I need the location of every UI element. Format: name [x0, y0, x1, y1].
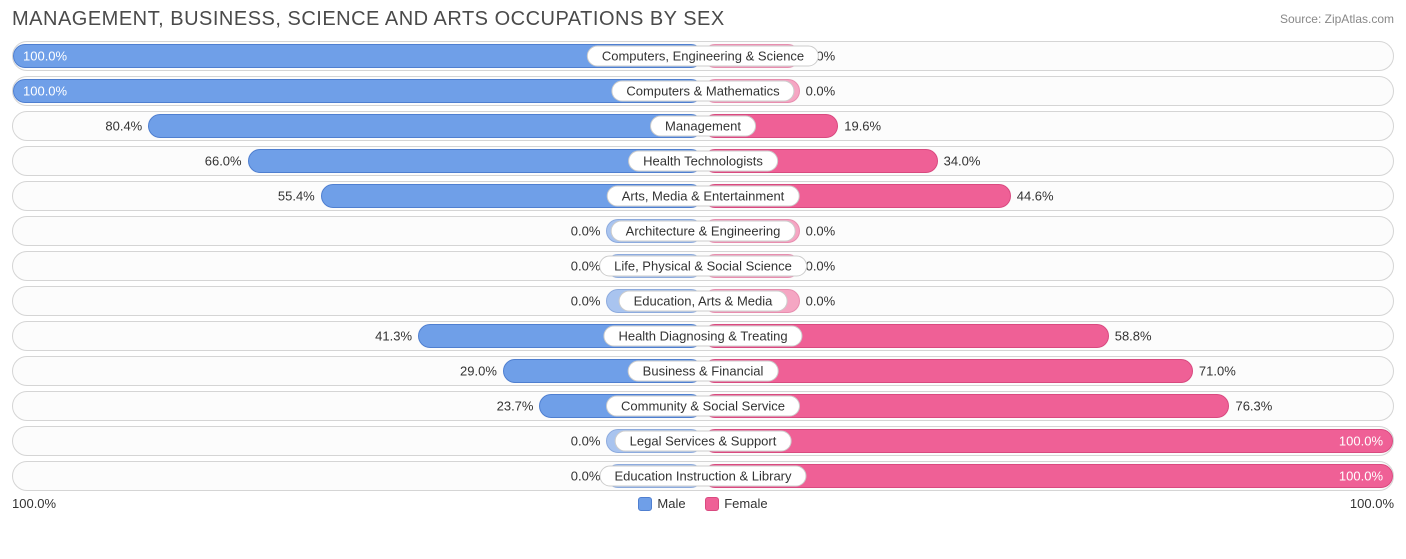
male-value-label: 0.0%	[571, 469, 601, 484]
chart-legend: Male Female	[56, 496, 1350, 514]
chart-footer: 100.0% Male Female 100.0%	[12, 496, 1394, 514]
chart-row: 0.0% 0.0% Architecture & Engineering	[12, 216, 1394, 246]
male-value-label: 0.0%	[571, 294, 601, 309]
category-label: Education Instruction & Library	[599, 466, 806, 487]
female-value-label: 0.0%	[806, 259, 836, 274]
female-value-label: 100.0%	[1339, 434, 1383, 449]
chart-row: 0.0% 0.0% Education, Arts & Media	[12, 286, 1394, 316]
female-value-label: 58.8%	[1115, 329, 1152, 344]
female-value-label: 0.0%	[806, 224, 836, 239]
category-label: Health Diagnosing & Treating	[603, 326, 802, 347]
chart-header: Management, Business, Science and Arts O…	[12, 8, 1394, 31]
category-label: Computers, Engineering & Science	[587, 46, 819, 67]
female-value-label: 19.6%	[844, 119, 881, 134]
chart-source: Source: ZipAtlas.com	[1280, 12, 1394, 26]
category-label: Business & Financial	[628, 361, 779, 382]
category-label: Architecture & Engineering	[611, 221, 796, 242]
diverging-bar-chart: 100.0% 0.0% Computers, Engineering & Scien…	[12, 41, 1394, 491]
category-label: Legal Services & Support	[615, 431, 792, 452]
category-label: Management	[650, 116, 756, 137]
male-value-label: 100.0%	[23, 49, 67, 64]
legend-swatch-female	[705, 497, 719, 511]
male-value-label: 0.0%	[571, 224, 601, 239]
chart-row: 55.4% 44.6% Arts, Media & Entertainment	[12, 181, 1394, 211]
chart-row: 0.0% 100.0% Legal Services & Support	[12, 426, 1394, 456]
male-value-label: 41.3%	[375, 329, 412, 344]
chart-row: 100.0% 0.0% Computers & Mathematics	[12, 76, 1394, 106]
male-value-label: 66.0%	[205, 154, 242, 169]
legend-female-label: Female	[724, 496, 767, 511]
chart-row: 41.3% 58.8% Health Diagnosing & Treating	[12, 321, 1394, 351]
male-value-label: 23.7%	[497, 399, 534, 414]
male-bar	[13, 79, 703, 103]
chart-row: 0.0% 100.0% Education Instruction & Librar…	[12, 461, 1394, 491]
male-value-label: 0.0%	[571, 259, 601, 274]
source-name: ZipAtlas.com	[1325, 12, 1394, 26]
female-value-label: 0.0%	[806, 294, 836, 309]
chart-title: Management, Business, Science and Arts O…	[12, 8, 725, 31]
female-value-label: 0.0%	[806, 84, 836, 99]
axis-left-label: 100.0%	[12, 496, 56, 514]
male-value-label: 29.0%	[460, 364, 497, 379]
male-value-label: 80.4%	[105, 119, 142, 134]
chart-row: 80.4% 19.6% Management	[12, 111, 1394, 141]
male-value-label: 100.0%	[23, 84, 67, 99]
male-value-label: 55.4%	[278, 189, 315, 204]
chart-row: 66.0% 34.0% Health Technologists	[12, 146, 1394, 176]
category-label: Education, Arts & Media	[619, 291, 788, 312]
chart-row: 0.0% 0.0%Life, Physical & Social Science	[12, 251, 1394, 281]
source-prefix: Source:	[1280, 12, 1325, 26]
male-value-label: 0.0%	[571, 434, 601, 449]
category-label: Community & Social Service	[606, 396, 800, 417]
legend-male-label: Male	[657, 496, 685, 511]
chart-row: 29.0% 71.0% Business & Financial	[12, 356, 1394, 386]
category-label: Arts, Media & Entertainment	[607, 186, 800, 207]
female-value-label: 100.0%	[1339, 469, 1383, 484]
female-bar	[703, 464, 1393, 488]
female-value-label: 71.0%	[1199, 364, 1236, 379]
category-label: Health Technologists	[628, 151, 778, 172]
chart-row: 23.7% 76.3% Community & Social Service	[12, 391, 1394, 421]
female-value-label: 76.3%	[1235, 399, 1272, 414]
legend-swatch-male	[638, 497, 652, 511]
category-label: Computers & Mathematics	[611, 81, 794, 102]
legend-male: Male	[638, 496, 685, 511]
male-bar	[148, 114, 703, 138]
female-value-label: 44.6%	[1017, 189, 1054, 204]
chart-row: 100.0%0.0%Computers, Engineering & Scien…	[12, 41, 1394, 71]
legend-female: Female	[705, 496, 767, 511]
axis-right-label: 100.0%	[1350, 496, 1394, 514]
female-bar	[703, 429, 1393, 453]
female-value-label: 34.0%	[944, 154, 981, 169]
category-label: Life, Physical & Social Science	[599, 256, 807, 277]
